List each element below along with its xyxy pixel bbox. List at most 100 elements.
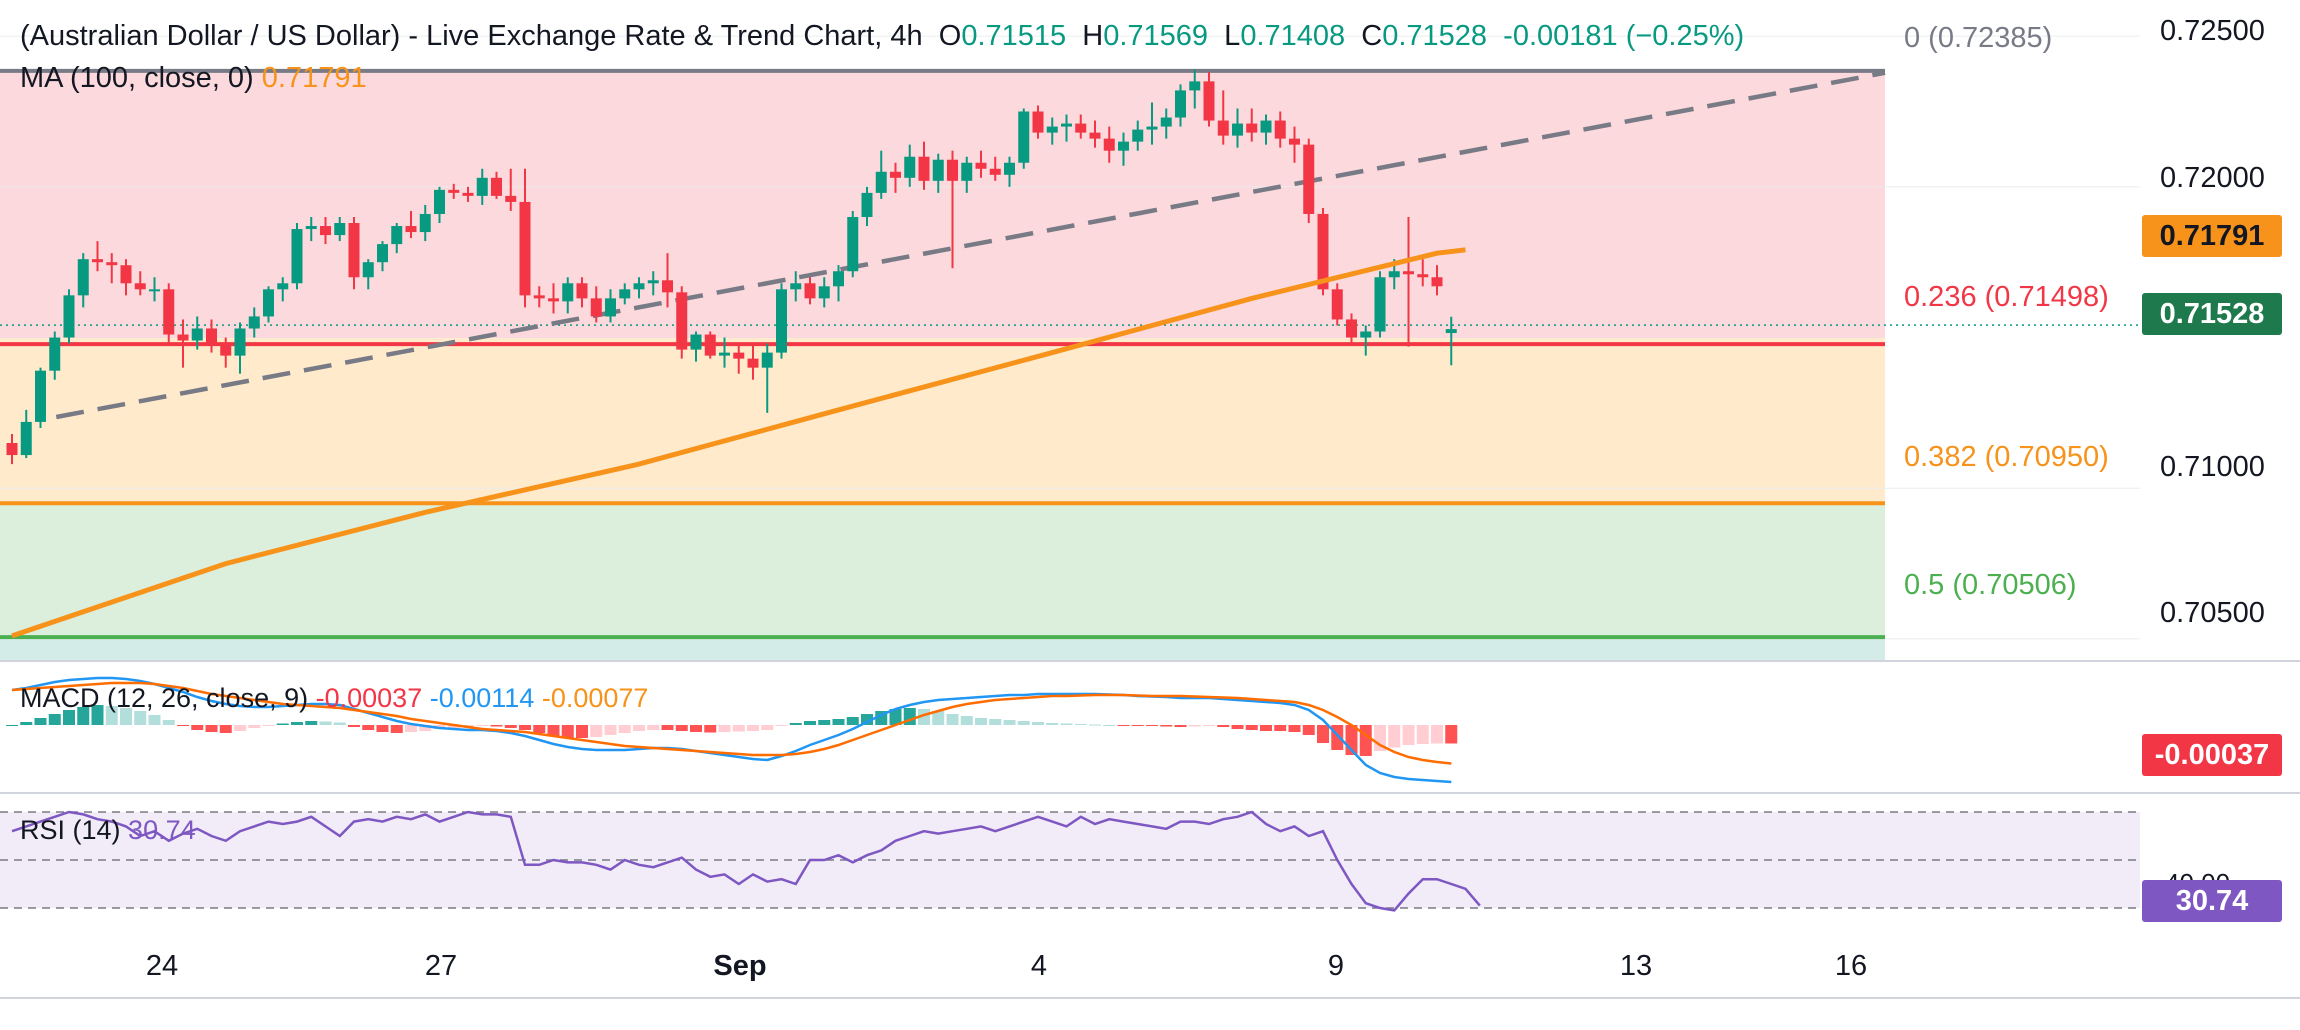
symbol-title: (Australian Dollar / US Dollar) - Live E… — [20, 20, 923, 52]
macd-legend[interactable]: MACD (12, 26, close, 9) -0.00037 -0.0011… — [20, 683, 648, 714]
candle-body — [320, 226, 331, 236]
macd-histogram-bar — [1445, 725, 1458, 744]
macd-histogram-bar — [248, 725, 261, 728]
ohlc-legend: (Australian Dollar / US Dollar) - Live E… — [20, 20, 1745, 52]
macd-histogram-bar — [561, 725, 574, 738]
macd-histogram-bar — [704, 725, 717, 733]
candle-body — [1374, 277, 1386, 332]
candle-body — [961, 162, 973, 181]
macd-histogram-bar — [576, 725, 588, 738]
rsi-line — [11, 810, 1481, 912]
candle-body — [533, 295, 545, 299]
candle-body — [875, 171, 887, 193]
candle-body — [1175, 90, 1186, 118]
rsi-legend[interactable]: RSI (14) 30.74 — [20, 815, 196, 846]
candle-body — [248, 316, 260, 329]
macd-histogram-bar — [120, 708, 132, 725]
candle-body — [49, 337, 61, 371]
candle-body — [163, 289, 175, 335]
macd-histogram-bar — [305, 721, 318, 725]
candle-body — [1331, 289, 1343, 320]
macd-line-value: -0.00114 — [429, 683, 535, 713]
fib-236-label: 0.236 (0.71498) — [1904, 281, 2109, 313]
candle-body — [1346, 319, 1357, 338]
macd-histogram-bar — [533, 725, 546, 733]
macd-histogram-bar — [1431, 725, 1443, 744]
fib-band-0-236 — [0, 70, 1885, 339]
macd-histogram-bar — [291, 722, 303, 725]
macd-histogram-bar — [675, 725, 688, 731]
candle-body — [1075, 123, 1087, 133]
candle-body — [6, 443, 18, 456]
macd-histogram-bar — [989, 719, 1002, 725]
close-value: 0.71528 — [1382, 20, 1488, 52]
macd-histogram-bar — [1131, 725, 1144, 726]
fib-0-label: 0 (0.72385) — [1904, 22, 2053, 54]
candle-body — [362, 262, 374, 278]
candle-body — [20, 421, 32, 456]
candle-body — [106, 262, 118, 266]
candle-body — [605, 298, 616, 317]
ma-legend[interactable]: MA (100, close, 0) 0.71791 — [20, 62, 367, 95]
trendline — [55, 70, 1886, 420]
macd-histogram-bar — [390, 725, 403, 733]
change-value: -0.00181 (−0.25%) — [1503, 20, 1745, 52]
candle-body — [305, 226, 317, 230]
macd-histogram-bar — [832, 719, 845, 725]
fib-band-236-382 — [0, 338, 1885, 504]
candle-body — [1303, 144, 1315, 214]
candle-body — [833, 271, 844, 287]
candle-body — [1132, 129, 1144, 142]
candle-body — [491, 177, 502, 196]
macd-histogram-bar — [889, 709, 902, 725]
macd-histogram-bar — [219, 725, 232, 733]
candle-body — [519, 201, 531, 296]
macd-histogram-bar — [946, 714, 959, 725]
macd-histogram-bar — [362, 725, 375, 730]
price-tick: 0.70500 — [2160, 597, 2265, 629]
high-value: 0.71569 — [1103, 20, 1209, 52]
fib-band-below-50 — [0, 637, 1885, 660]
price-tick: 0.72500 — [2160, 15, 2265, 47]
pane-separators — [0, 660, 2300, 999]
macd-label: MACD (12, 26, close, 9) — [20, 683, 309, 713]
candle-body — [790, 283, 802, 290]
macd-histogram-bar — [633, 725, 645, 731]
macd-histogram-bar — [547, 725, 560, 736]
candle-body — [220, 343, 232, 356]
candle-body — [35, 370, 46, 422]
macd-histogram-bar — [975, 718, 987, 725]
macd-histogram-bar — [504, 725, 517, 728]
fib-band-382-50 — [0, 503, 1885, 638]
candle-body — [277, 283, 289, 290]
candle-body — [904, 156, 916, 178]
candle-body — [1417, 274, 1429, 278]
macd-histogram-bar — [960, 716, 973, 725]
candle-body — [590, 298, 602, 317]
candle-body — [1046, 126, 1058, 133]
candle-body — [63, 295, 75, 338]
macd-histogram-bar — [1231, 725, 1244, 729]
macd-signal-line — [11, 681, 1452, 765]
candle-body — [1289, 138, 1300, 145]
macd-histogram-bar — [775, 725, 788, 726]
macd-histogram-bar — [20, 722, 33, 725]
candle-body — [92, 259, 103, 263]
candle-body — [291, 229, 303, 284]
candle-body — [562, 283, 574, 302]
macd-histogram-bar — [690, 725, 702, 732]
candle-body — [1103, 138, 1115, 151]
macd-histogram-bar — [661, 725, 674, 730]
macd-histogram-bar — [205, 725, 218, 732]
candle-body — [1445, 329, 1457, 334]
macd-histogram-bar — [105, 706, 118, 725]
candle-body — [263, 289, 274, 317]
fibonacci-bands — [0, 70, 1885, 660]
macd-histogram-bar — [348, 725, 360, 727]
candle-body — [149, 289, 160, 292]
candle-body — [947, 159, 958, 181]
macd-histogram-bar — [1060, 723, 1073, 725]
macd-histogram-bar — [1402, 725, 1415, 745]
fib-50-label: 0.5 (0.70506) — [1904, 569, 2077, 601]
